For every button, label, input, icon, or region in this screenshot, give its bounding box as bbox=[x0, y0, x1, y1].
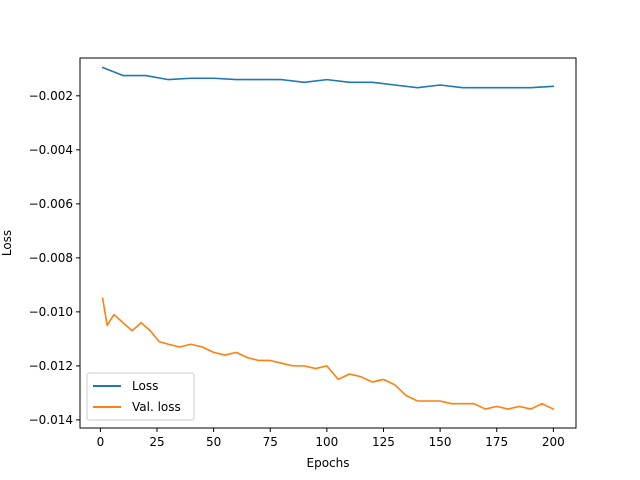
x-tick-label: 175 bbox=[485, 435, 508, 449]
x-tick-label: 25 bbox=[149, 435, 164, 449]
series-line-val-loss bbox=[101, 297, 555, 410]
series-line-loss bbox=[101, 66, 555, 89]
y-tick-label: −0.012 bbox=[29, 359, 73, 373]
legend: Loss Val. loss bbox=[86, 372, 195, 421]
y-tick-label: −0.006 bbox=[29, 197, 73, 211]
legend-label-loss: Loss bbox=[132, 379, 158, 393]
x-tick-label: 75 bbox=[263, 435, 278, 449]
series-lines bbox=[101, 66, 555, 410]
legend-label-val-loss: Val. loss bbox=[132, 400, 181, 414]
y-tick-label: −0.008 bbox=[29, 251, 73, 265]
x-tick-label: 150 bbox=[429, 435, 452, 449]
x-tick-label: 100 bbox=[315, 435, 338, 449]
legend-box bbox=[86, 372, 195, 421]
x-tick-label: 50 bbox=[206, 435, 221, 449]
x-tick-label: 125 bbox=[372, 435, 395, 449]
y-axis-ticks: −0.002 −0.004 −0.006 −0.008 −0.010 −0.012 −0.0… bbox=[29, 89, 80, 427]
plot-frame bbox=[79, 57, 577, 429]
x-tick-label: 0 bbox=[97, 435, 105, 449]
y-tick-label: −0.004 bbox=[29, 143, 73, 157]
x-tick-label: 200 bbox=[542, 435, 565, 449]
y-axis-label: Loss bbox=[0, 230, 14, 256]
y-tick-label: −0.010 bbox=[29, 305, 73, 319]
x-axis-label: Epochs bbox=[307, 456, 350, 470]
x-axis-ticks: 0 25 50 75 100 125 150 175 200 bbox=[97, 428, 565, 449]
y-tick-label: −0.002 bbox=[29, 89, 73, 103]
y-tick-label: −0.014 bbox=[29, 413, 73, 427]
